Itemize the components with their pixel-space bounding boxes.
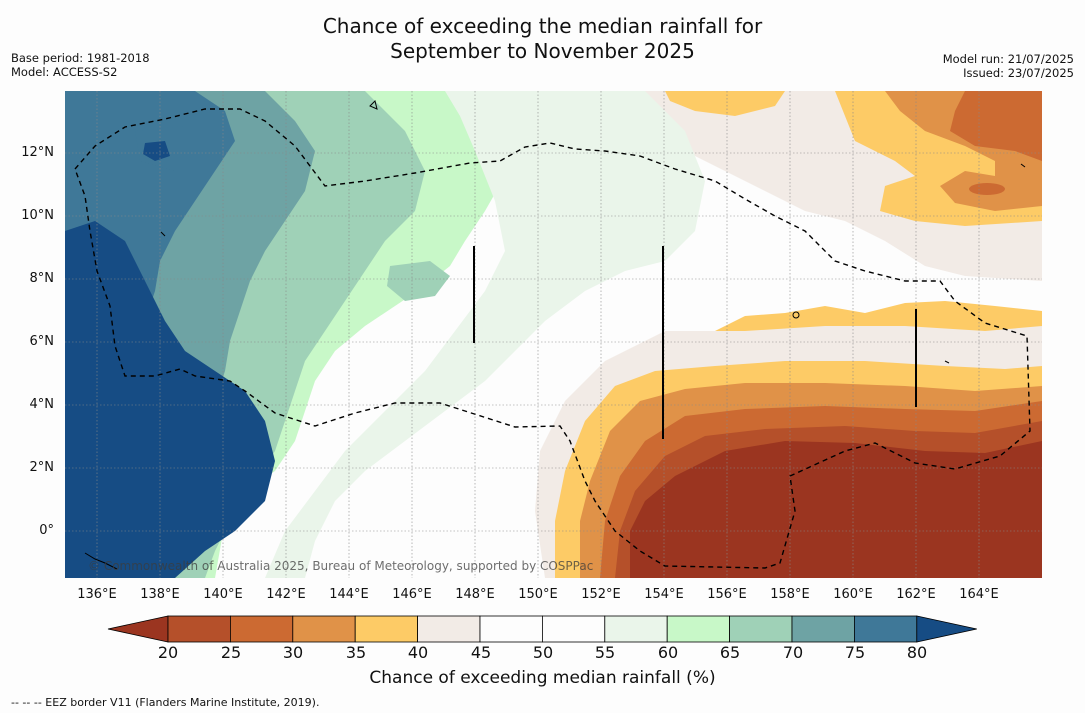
colorbar-segment <box>167 615 231 643</box>
vertical-markers <box>473 246 917 439</box>
lon-label-146e: 146°E <box>392 587 432 602</box>
eez-border-palau-fsm <box>74 108 1031 569</box>
colorbar-segment <box>729 615 793 643</box>
pale-green-region <box>265 91 705 578</box>
lon-label-154e: 154°E <box>644 587 684 602</box>
lon-label-156e: 156°E <box>707 587 747 602</box>
lon-label-158e: 158°E <box>770 587 810 602</box>
yellow-region-top <box>665 91 785 116</box>
dark-blue-patch <box>143 141 170 161</box>
colorbar-segment <box>791 615 855 643</box>
lon-label-162e: 162°E <box>896 587 936 602</box>
colorbar-over-arrow <box>916 615 977 643</box>
map-attribution: © Commonwealth of Australia 2025, Bureau… <box>88 559 594 573</box>
colorbar-tick-75: 75 <box>844 643 866 662</box>
dark-blue-region <box>65 221 275 578</box>
colorbar-segment <box>854 615 918 643</box>
colorbar-segment <box>604 615 668 643</box>
colorbar-tick-35: 35 <box>345 643 367 662</box>
colorbar-tick-45: 45 <box>470 643 492 662</box>
lon-label-140e: 140°E <box>203 587 243 602</box>
lon-label-148e: 148°E <box>455 587 495 602</box>
lat-label-12n: 12°N <box>21 145 54 160</box>
lat-label-6n: 6°N <box>29 334 55 349</box>
colorbar-tick-25: 25 <box>220 643 242 662</box>
orange-patch <box>969 183 1005 195</box>
colorbar-tick-80: 80 <box>906 643 928 662</box>
lon-label-142e: 142°E <box>266 587 306 602</box>
model-name: Model: ACCESS-S2 <box>11 65 118 79</box>
orange-brown-region-ne <box>950 91 1042 161</box>
colorbar-tick-65: 65 <box>719 643 741 662</box>
colorbar-segment <box>666 615 731 643</box>
lat-label-10n: 10°N <box>21 208 54 223</box>
lon-label-152e: 152°E <box>581 587 621 602</box>
model-info: Base period: 1981-2018 Model: ACCESS-S2 <box>11 51 150 79</box>
title-line-2: September to November 2025 <box>390 39 695 63</box>
island-markers <box>84 100 1026 570</box>
lon-label-138e: 138°E <box>140 587 180 602</box>
colorbar-under-arrow <box>107 615 169 643</box>
colorbar-tick-40: 40 <box>407 643 429 662</box>
map-title: Chance of exceeding the median rainfall … <box>0 14 1085 64</box>
run-info: Model run: 21/07/2025 Issued: 23/07/2025 <box>943 52 1074 80</box>
colorbar-segment <box>479 615 543 643</box>
colorbar <box>107 615 977 643</box>
colorbar-segment <box>354 615 418 643</box>
seafoam-patch <box>387 261 450 301</box>
colorbar-tick-20: 20 <box>157 643 179 662</box>
rainfall-map <box>65 91 1042 578</box>
dark-brown-region-se <box>630 441 1042 578</box>
colorbar-tick-55: 55 <box>594 643 616 662</box>
colorbar-tick-30: 30 <box>282 643 304 662</box>
lon-label-150e: 150°E <box>518 587 558 602</box>
colorbar-segment <box>417 615 481 643</box>
lat-label-2n: 2°N <box>29 460 55 475</box>
lon-label-160e: 160°E <box>833 587 873 602</box>
lon-label-164e: 164°E <box>959 587 999 602</box>
lon-label-144e: 144°E <box>329 587 369 602</box>
colorbar-tick-70: 70 <box>782 643 804 662</box>
colorbar-tick-50: 50 <box>532 643 554 662</box>
colorbar-segment <box>292 615 356 643</box>
model-run: Model run: 21/07/2025 <box>942 52 1074 66</box>
lon-label-136e: 136°E <box>77 587 117 602</box>
graticule <box>65 91 1042 578</box>
base-period: Base period: 1981-2018 <box>11 51 150 65</box>
lat-label-0: 0° <box>39 523 54 538</box>
title-line-1: Chance of exceeding the median rainfall … <box>322 14 763 38</box>
lat-label-8n: 8°N <box>29 271 55 286</box>
issued-date: Issued: 23/07/2025 <box>963 66 1074 80</box>
colorbar-segment <box>230 615 294 643</box>
colorbar-tick-60: 60 <box>657 643 679 662</box>
lat-label-4n: 4°N <box>29 397 55 412</box>
colorbar-label: Chance of exceeding median rainfall (%) <box>369 668 716 688</box>
eez-legend-note: -- -- -- EEZ border V11 (Flanders Marine… <box>11 696 320 709</box>
colorbar-segment <box>541 615 606 643</box>
steel-blue-patch <box>135 126 205 171</box>
